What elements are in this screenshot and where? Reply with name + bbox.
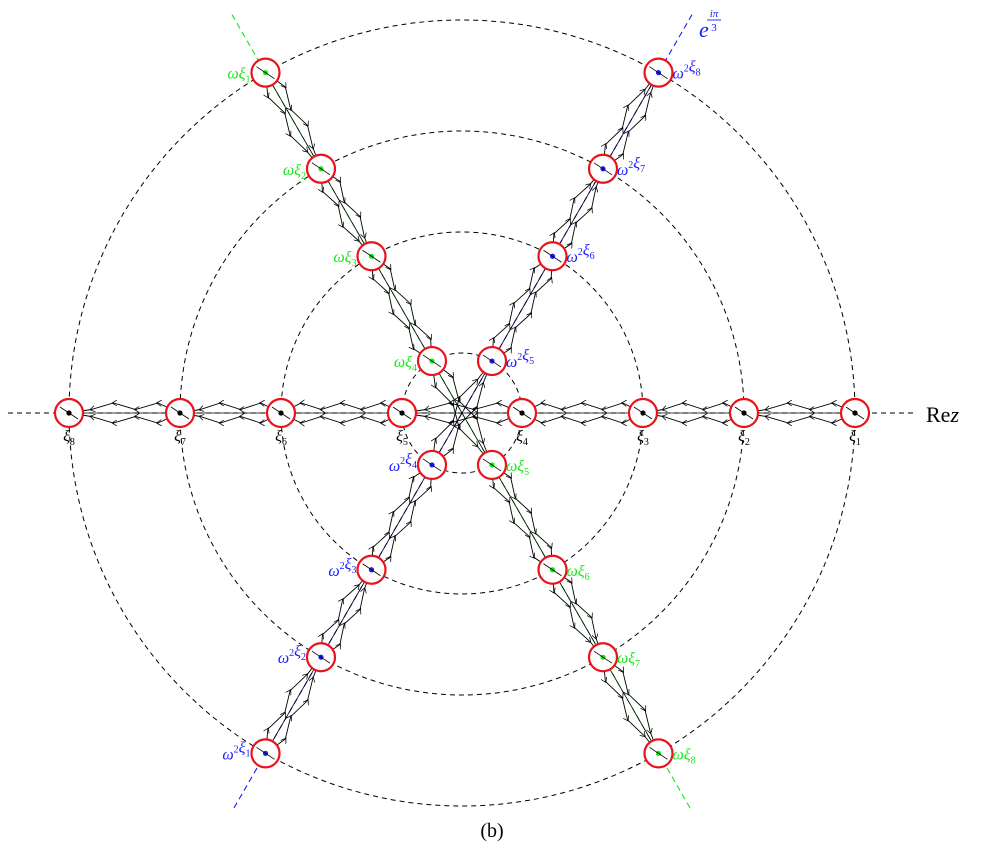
green-node-6 [537, 554, 568, 585]
blue-node-8 [643, 57, 674, 88]
green-node-7 [587, 642, 619, 673]
green-label-7: ωξ7 [617, 650, 640, 670]
blue-label-2: ω2ξ2 [278, 643, 306, 667]
real-node-8 [53, 397, 85, 429]
svg-text:iπ: iπ [710, 8, 719, 20]
contour-paths [68, 72, 856, 754]
real-axis-label: Rez [926, 402, 959, 427]
real-node-2 [728, 397, 760, 429]
blue-node-7 [587, 153, 619, 184]
green-label-4: ωξ4 [394, 354, 417, 374]
blue-label-1: ω2ξ1 [222, 739, 250, 763]
blue-node-3 [356, 554, 387, 585]
real-label-1: ξ1 [849, 428, 861, 448]
green-node-2 [305, 153, 337, 184]
green-label-1: ωξ1 [227, 66, 250, 86]
contour-real-axis [68, 403, 856, 423]
real-label-6: ξ6 [275, 428, 287, 448]
green-label-2: ωξ2 [283, 162, 306, 182]
svg-text:3: 3 [711, 22, 717, 34]
green-node-5 [476, 449, 508, 481]
green-label-5: ωξ5 [506, 458, 529, 478]
real-node-6 [265, 397, 297, 429]
real-node-1 [839, 397, 871, 429]
green-label-8: ωξ8 [673, 746, 696, 766]
blue-node-1 [250, 738, 281, 769]
blue-node-2 [305, 642, 337, 673]
real-label-7: ξ7 [174, 428, 186, 448]
green-label-3: ωξ3 [333, 249, 356, 269]
real-node-5 [386, 397, 418, 429]
real-node-4 [506, 397, 538, 429]
real-label-8: ξ8 [63, 428, 75, 448]
real-label-2: ξ2 [738, 428, 750, 448]
green-node-8 [643, 738, 674, 769]
real-node-3 [627, 397, 659, 429]
svg-text:e: e [699, 17, 709, 42]
blue-label-3: ω2ξ3 [328, 556, 356, 580]
real-label-5: ξ5 [396, 428, 408, 448]
real-label-3: ξ3 [637, 428, 649, 448]
green-label-6: ωξ6 [567, 563, 590, 583]
green-node-3 [356, 241, 387, 272]
blue-node-5 [476, 345, 508, 377]
blue-label-4: ω2ξ4 [389, 451, 417, 475]
figure-caption: (b) [480, 820, 504, 842]
blue-label-8: ω2ξ8 [673, 59, 701, 83]
blue-node-4 [416, 449, 448, 481]
blue-node-6 [537, 241, 568, 272]
singularity-nodes [53, 57, 871, 769]
green-node-4 [416, 345, 448, 377]
green-node-1 [250, 57, 281, 88]
blue-label-5: ω2ξ5 [506, 347, 534, 371]
real-label-4: ξ4 [516, 428, 528, 448]
node-labels: ξ1 ξ2 ξ3 ξ4 ξ5 ξ6 ξ7 ξ8 ωξ1 ωξ2 ωξ3 ωξ4 ωξ5 ωξ6 ωξ7 ωξ8… [63, 59, 861, 767]
blue-label-7: ω2ξ7 [617, 155, 645, 179]
blue-label-6: ω2ξ6 [567, 242, 595, 266]
contour-blue-ray [266, 72, 659, 754]
real-node-7 [164, 397, 196, 429]
ray-label-e-ipi-3: e iπ 3 [699, 8, 721, 42]
